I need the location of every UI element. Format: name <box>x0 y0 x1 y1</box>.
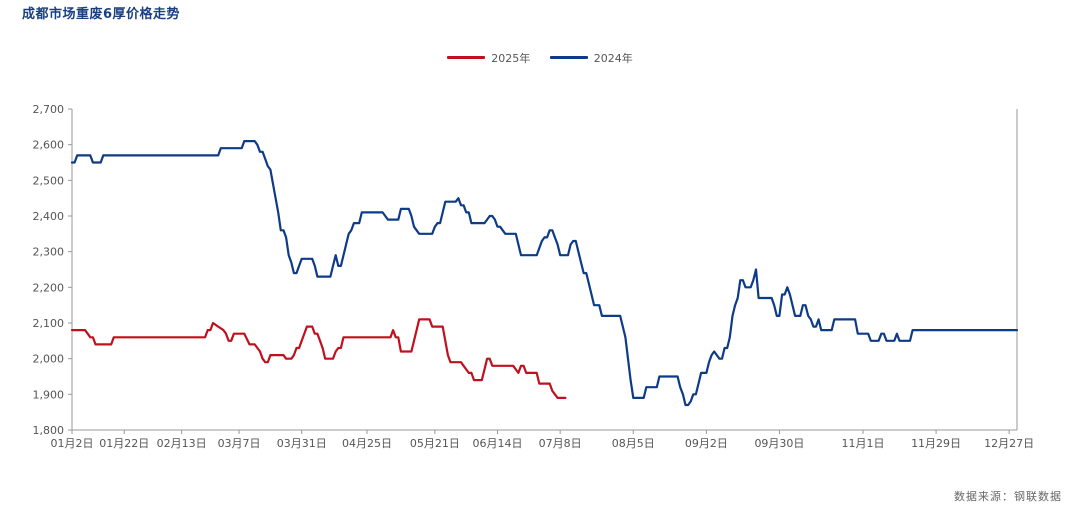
x-tick-label: 11月29日 <box>911 437 961 450</box>
x-tick-label: 03月7日 <box>218 437 261 450</box>
y-tick-label: 1,800 <box>33 424 65 437</box>
y-tick-label: 2,600 <box>33 139 65 152</box>
y-tick-label: 2,700 <box>33 103 65 116</box>
x-tick-label: 01月2日 <box>51 437 94 450</box>
y-tick-label: 1,900 <box>33 388 65 401</box>
y-tick-label: 2,400 <box>33 210 65 223</box>
x-tick-label: 07月8日 <box>539 437 582 450</box>
y-tick-label: 2,000 <box>33 353 65 366</box>
x-tick-label: 09月30日 <box>754 437 804 450</box>
x-tick-label: 09月2日 <box>685 437 728 450</box>
legend-swatch-2024 <box>549 56 588 59</box>
x-tick-label: 01月22日 <box>99 437 149 450</box>
y-tick-label: 2,300 <box>33 246 65 259</box>
x-tick-label: 04月25日 <box>342 437 392 450</box>
x-tick-label: 03月31日 <box>277 437 327 450</box>
y-tick-label: 2,200 <box>33 281 65 294</box>
legend-item-2025[interactable]: 2025年 <box>447 50 530 66</box>
legend-label-2025: 2025年 <box>491 51 531 65</box>
legend-item-2024[interactable]: 2024年 <box>549 50 633 66</box>
series-line-2024 <box>70 140 1019 407</box>
series-line-2025 <box>70 318 567 399</box>
legend-label-2024: 2024年 <box>593 51 633 65</box>
x-tick-label: 06月14日 <box>473 437 523 450</box>
y-tick-label: 2,100 <box>33 317 65 330</box>
x-tick-label: 12月27日 <box>984 437 1034 450</box>
y-tick-label: 2,500 <box>33 174 65 187</box>
data-source: 数据来源：钢联数据 <box>954 490 1062 503</box>
x-tick-label: 08月5日 <box>612 437 655 450</box>
legend: 2025年 2024年 <box>0 49 1080 66</box>
x-tick-label: 02月13日 <box>157 437 207 450</box>
chart-title: 成都市场重废6厚价格走势 <box>22 7 181 22</box>
legend-swatch-2025 <box>447 56 486 59</box>
x-tick-label: 11月1日 <box>841 437 884 450</box>
x-tick-label: 05月21日 <box>410 437 460 450</box>
